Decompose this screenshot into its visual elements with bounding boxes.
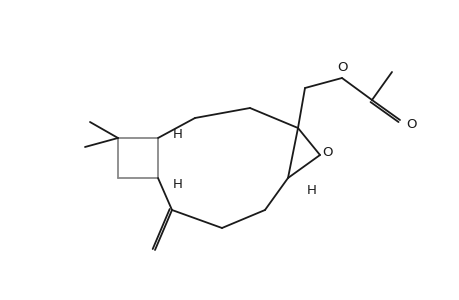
Text: O: O — [406, 118, 416, 130]
Text: H: H — [173, 128, 183, 140]
Text: H: H — [307, 184, 316, 196]
Text: O: O — [337, 61, 347, 74]
Text: H: H — [173, 178, 183, 190]
Text: O: O — [322, 146, 332, 160]
